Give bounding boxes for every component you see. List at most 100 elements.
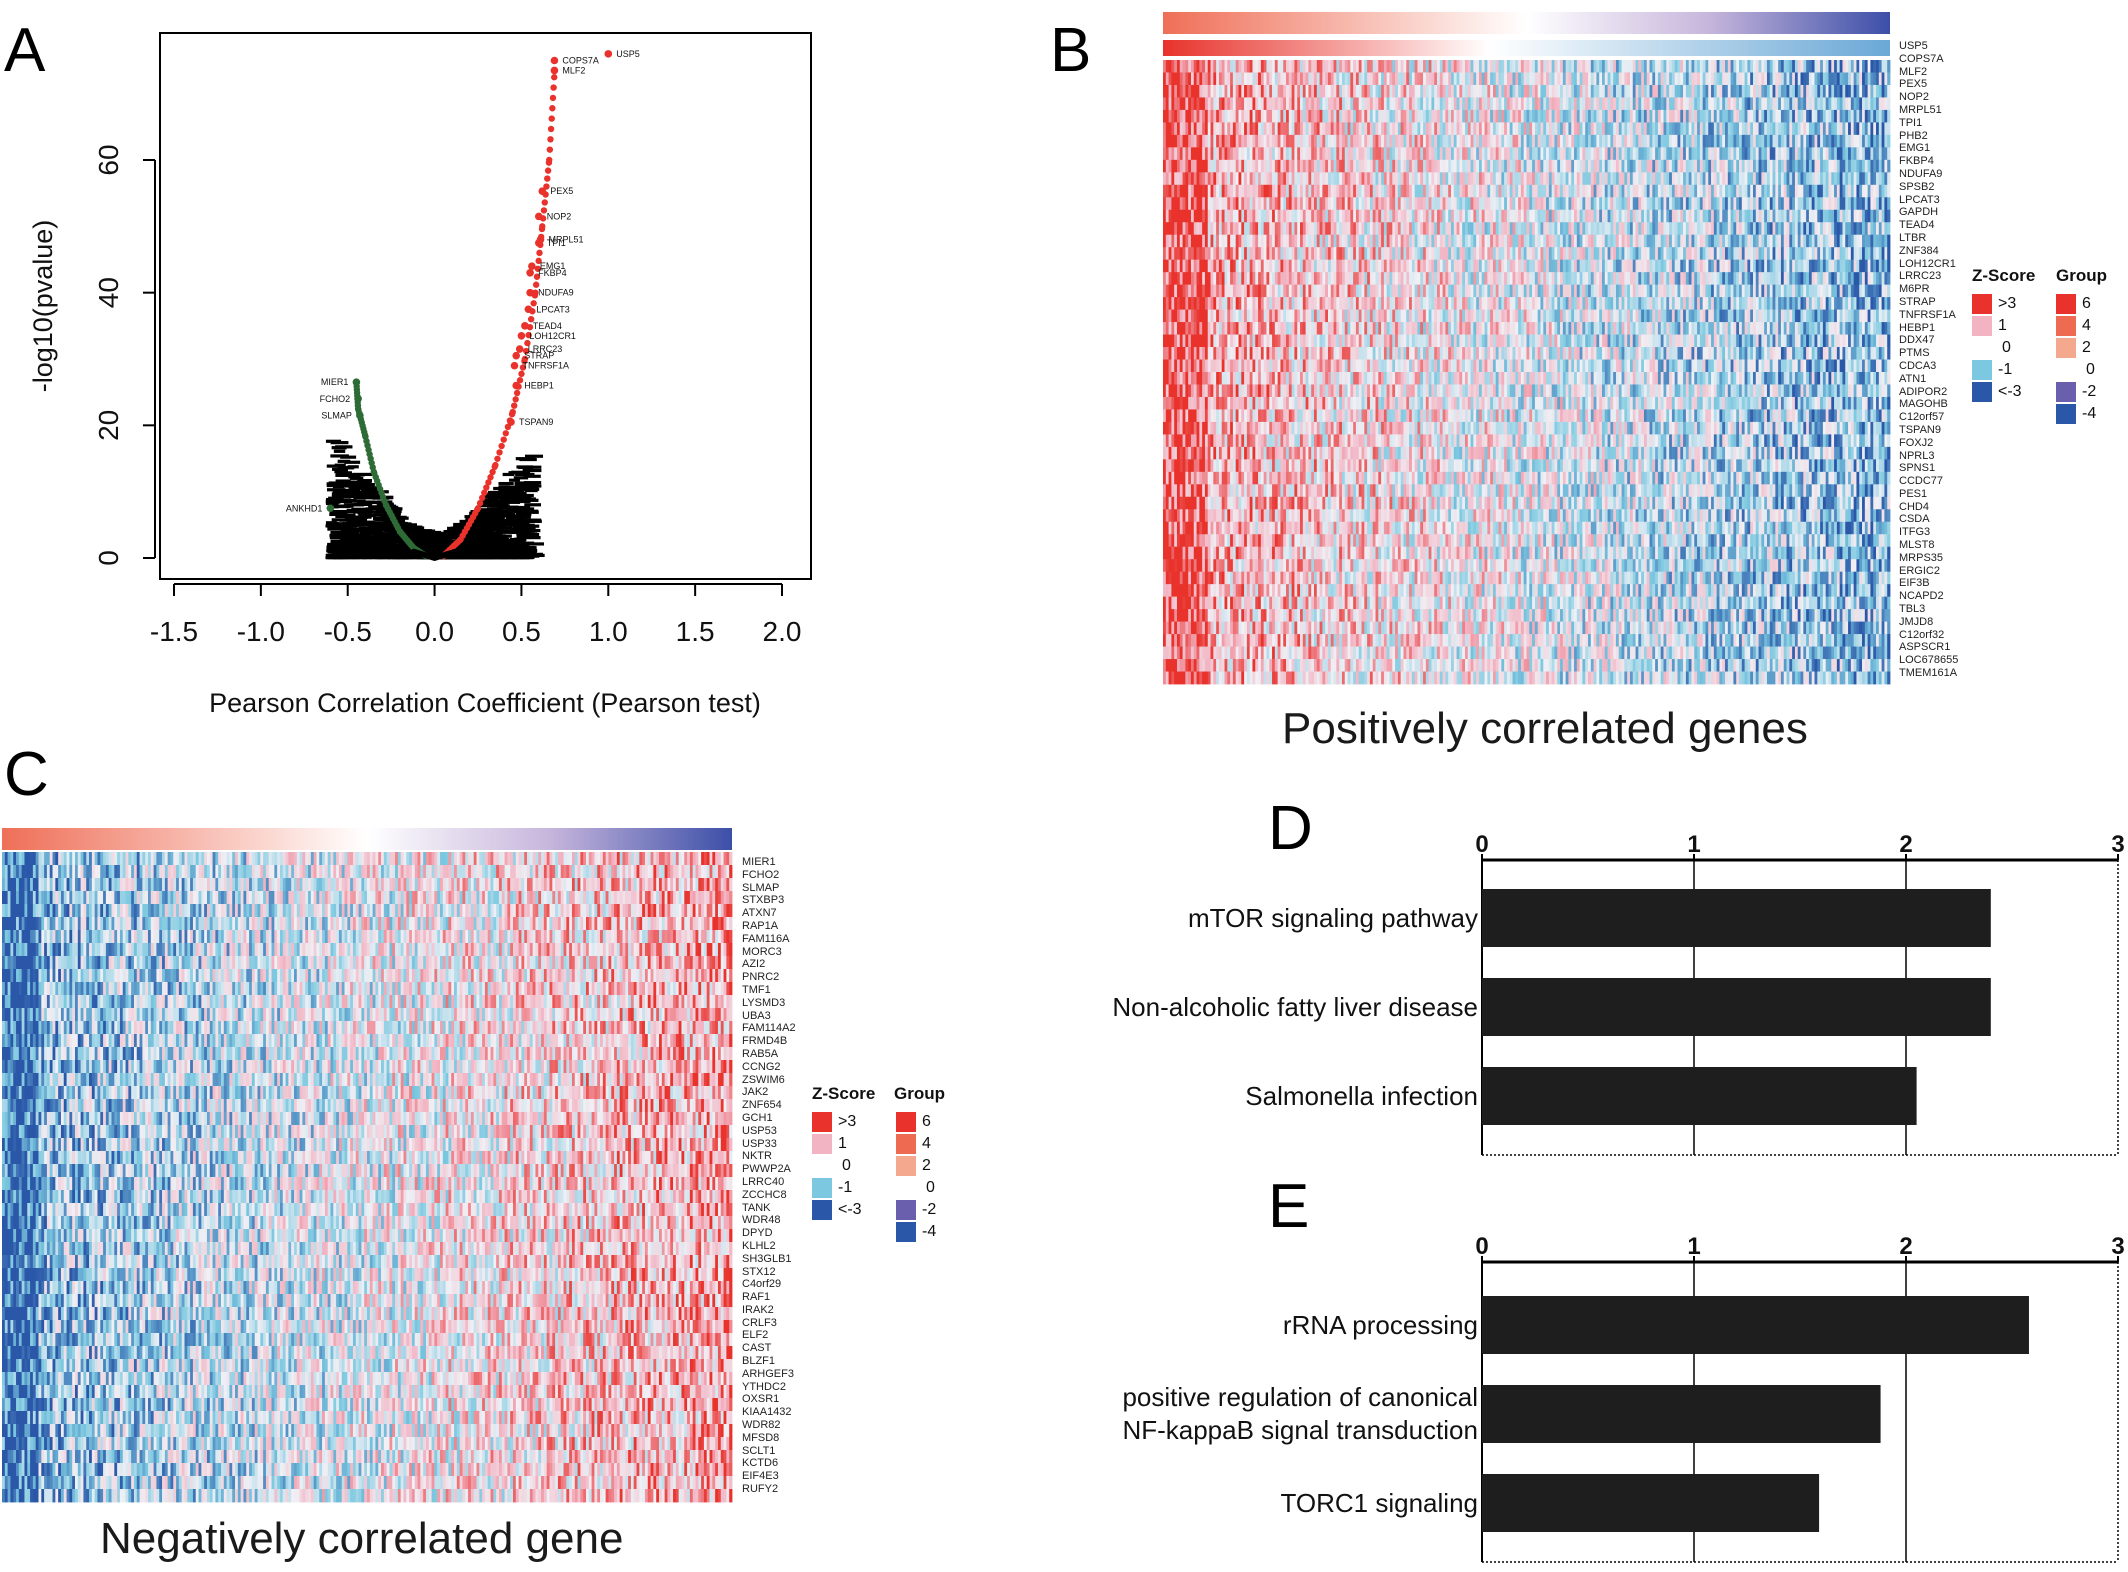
heatmap-cell	[1750, 159, 1754, 173]
heatmap-cell	[1755, 60, 1759, 73]
background-point-label	[428, 554, 444, 558]
background-point-label	[343, 503, 361, 507]
background-point-label	[515, 551, 532, 556]
heatmap-cell	[1297, 60, 1301, 73]
heatmap-cell	[1772, 147, 1776, 161]
heatmap-cell	[1311, 134, 1315, 148]
background-point-label	[425, 544, 441, 548]
heatmap-cell	[1260, 109, 1265, 123]
point-label: SLMAP	[321, 410, 352, 420]
correlation-point	[363, 437, 370, 445]
heatmap-cell	[1269, 197, 1273, 211]
heatmap-cell	[1403, 159, 1407, 173]
background-point-label	[491, 545, 510, 549]
heatmap-cell	[1859, 134, 1863, 148]
correlation-point	[463, 525, 471, 532]
background-point-label	[507, 538, 520, 542]
heatmap-cell	[1204, 184, 1209, 198]
heatmap-cell	[1182, 97, 1186, 111]
heatmap-cell	[1526, 60, 1530, 73]
heatmap-cell	[1691, 172, 1695, 186]
heatmap-cell	[1808, 147, 1813, 161]
heatmap-cell	[1506, 147, 1511, 161]
heatmap-cell	[1389, 147, 1393, 161]
heatmap-cell	[1453, 159, 1457, 173]
heatmap-cell	[1294, 97, 1298, 111]
background-point-label	[483, 555, 497, 560]
heatmap-cell	[1775, 159, 1779, 173]
heatmap-cell	[1409, 72, 1413, 86]
heatmap-cell	[1453, 147, 1457, 161]
background-point-label	[493, 555, 510, 560]
heatmap-cell	[1683, 109, 1687, 123]
background-point-label	[486, 532, 498, 537]
heatmap-cell	[1596, 72, 1600, 86]
heatmap-cell	[1179, 172, 1183, 186]
heatmap-cell	[1778, 97, 1782, 111]
heatmap-cell	[1638, 122, 1642, 136]
background-point-label	[499, 499, 511, 503]
heatmap-cell	[1554, 197, 1558, 211]
background-point-label	[499, 540, 518, 544]
heatmap-cell	[1806, 172, 1810, 186]
background-point-label	[382, 534, 402, 539]
heatmap-cell	[1311, 172, 1315, 186]
heatmap-cell	[1859, 159, 1863, 173]
background-point-label	[400, 547, 414, 551]
heatmap-cell	[1182, 84, 1186, 98]
background-point-label	[352, 551, 365, 555]
background-point-label	[416, 536, 434, 540]
heatmap-cell	[1179, 197, 1183, 211]
heatmap-cell	[1797, 197, 1801, 211]
background-point-label	[463, 554, 476, 558]
heatmap-cell	[1780, 122, 1785, 136]
background-point-label	[489, 511, 502, 516]
heatmap-cell	[1319, 109, 1323, 123]
heatmap-cell	[1442, 184, 1446, 198]
heatmap-cell	[1258, 134, 1262, 148]
heatmap-cell	[1629, 60, 1634, 73]
background-point-label	[480, 545, 491, 549]
background-point-label	[514, 541, 535, 546]
heatmap-cell	[1881, 97, 1885, 111]
heatmap-cell	[1501, 84, 1505, 98]
background-point-label	[398, 554, 412, 558]
heatmap-cell	[1540, 72, 1544, 86]
background-point-label	[499, 555, 515, 560]
background-point-label	[405, 549, 417, 553]
heatmap-cell	[1280, 97, 1284, 111]
background-point-label	[357, 511, 372, 515]
heatmap-cell	[1870, 147, 1874, 161]
background-point-label	[326, 464, 339, 468]
heatmap-cell	[1884, 184, 1888, 198]
background-point-label	[379, 550, 397, 554]
background-point-label	[447, 530, 460, 534]
correlation-point	[440, 552, 447, 559]
background-point-label	[500, 489, 521, 493]
heatmap-cell	[1375, 184, 1379, 198]
heatmap-cell	[1420, 60, 1424, 73]
heatmap-cell	[1722, 72, 1726, 86]
heatmap-cell	[1764, 134, 1768, 148]
background-point-label	[417, 555, 435, 560]
background-point-label	[353, 554, 367, 559]
background-point-label	[449, 552, 460, 556]
heatmap-cell	[1515, 72, 1519, 86]
heatmap-cell	[1361, 122, 1365, 136]
heatmap-cell	[1244, 109, 1248, 123]
heatmap-cell	[1663, 172, 1667, 186]
background-point-label	[485, 547, 498, 551]
heatmap-cell	[1188, 134, 1192, 148]
background-point-label	[515, 457, 529, 461]
heatmap-cell	[1520, 159, 1525, 173]
correlation-point	[422, 552, 429, 559]
background-point-label	[423, 554, 435, 558]
heatmap-cell	[1786, 159, 1790, 173]
heatmap-cell	[1674, 134, 1678, 148]
background-point-label	[360, 548, 376, 552]
background-point-label	[451, 541, 468, 545]
heatmap-cell	[1677, 147, 1681, 161]
background-point-label	[488, 549, 505, 553]
background-point-label	[455, 543, 469, 547]
heatmap-cell	[1344, 197, 1348, 211]
